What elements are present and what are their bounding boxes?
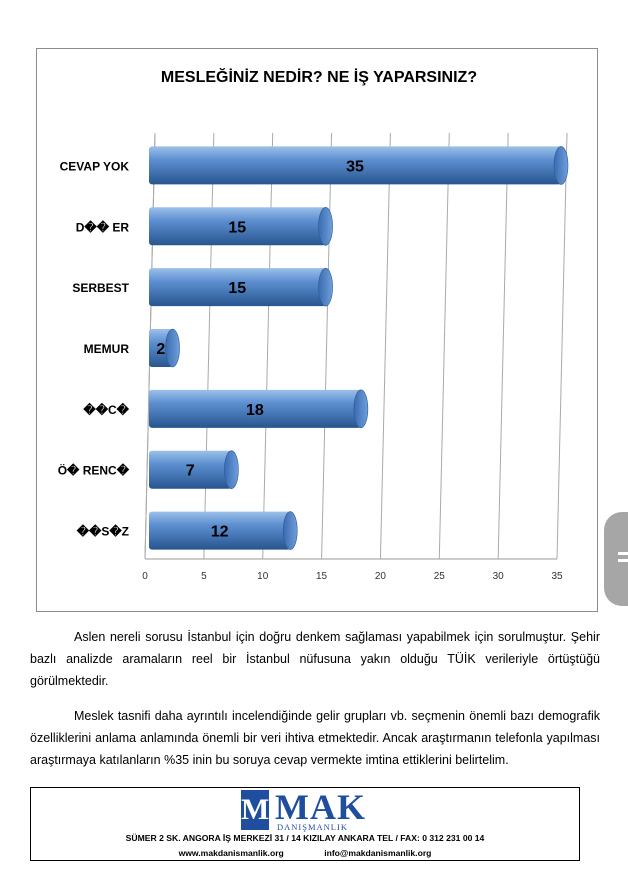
bar [149, 389, 361, 428]
website-link[interactable]: www.makdanismanlik.org [178, 848, 284, 858]
data-label: 7 [186, 463, 195, 480]
x-tick-label: 20 [375, 571, 387, 582]
logo-text: MAK [275, 787, 366, 827]
bar [149, 146, 561, 185]
gridline [556, 132, 568, 560]
chart-frame: MESLEĞİNİZ NEDİR? NE İŞ YAPARSINIZ? 35 CE… [36, 48, 598, 612]
x-tick-label: 35 [551, 571, 563, 582]
category-label: CEVAP YOK [60, 159, 130, 173]
bar-cap [553, 146, 569, 185]
bar-cap [353, 389, 369, 429]
data-label: 18 [246, 402, 264, 419]
category-label: MEMUR [84, 342, 130, 356]
bar [149, 268, 326, 307]
email-link[interactable]: info@makdanismanlik.org [324, 848, 432, 858]
bar-cap [318, 206, 333, 246]
gridline [262, 132, 274, 560]
data-label: 2 [156, 341, 165, 358]
category-label: ��C� [82, 402, 129, 417]
side-tab[interactable] [604, 512, 628, 606]
x-tick-label: 25 [434, 571, 446, 582]
bar-chart: MESLEĞİNİZ NEDİR? NE İŞ YAPARSINIZ? 35 CE… [58, 67, 569, 582]
paragraph-1: Aslen nereli sorusu İstanbul için doğru … [30, 630, 600, 688]
x-tick-label: 10 [257, 571, 269, 582]
logo-subtitle: DANIŞMANLIK [277, 822, 348, 832]
category-label: ��S�Z [76, 524, 129, 539]
category-label: SERBEST [72, 281, 129, 295]
bar-cap [318, 267, 333, 307]
gridline [379, 132, 391, 560]
chart-title: MESLEĞİNİZ NEDİR? NE İŞ YAPARSINIZ? [161, 67, 477, 86]
x-tick-label: 5 [201, 571, 207, 582]
bar-cap [282, 511, 298, 550]
bar [149, 511, 291, 550]
paragraph-2: Meslek tasnifi daha ayrıntılı incelendiğ… [30, 709, 600, 767]
category-label: D�� ER [76, 219, 130, 234]
x-tick-label: 15 [316, 571, 328, 582]
category-label: Ö� RENC� [58, 463, 130, 478]
bar [149, 207, 326, 246]
side-tab-line [618, 552, 628, 555]
footer-links: www.makdanismanlik.org info@makdanismanl… [31, 848, 579, 858]
side-tab-line [618, 559, 628, 562]
bar-cap [224, 450, 239, 490]
data-label: 15 [228, 219, 246, 236]
gridline [438, 132, 450, 560]
bar [149, 450, 232, 489]
logo-mark: M [241, 790, 269, 830]
data-label: 12 [211, 524, 229, 541]
footer-box: M MAK DANIŞMANLIK SÜMER 2 SK. ANGORA İŞ … [30, 787, 580, 861]
data-label: 15 [228, 280, 246, 297]
x-tick-label: 30 [493, 571, 505, 582]
bar-cap [165, 328, 180, 368]
gridline [497, 132, 509, 560]
data-label: 35 [346, 158, 364, 175]
footer-address: SÜMER 2 SK. ANGORA İŞ MERKEZİ 31 / 14 KI… [125, 833, 485, 843]
gridline [321, 132, 333, 560]
gridline [203, 132, 215, 560]
x-tick-label: 0 [142, 571, 148, 582]
